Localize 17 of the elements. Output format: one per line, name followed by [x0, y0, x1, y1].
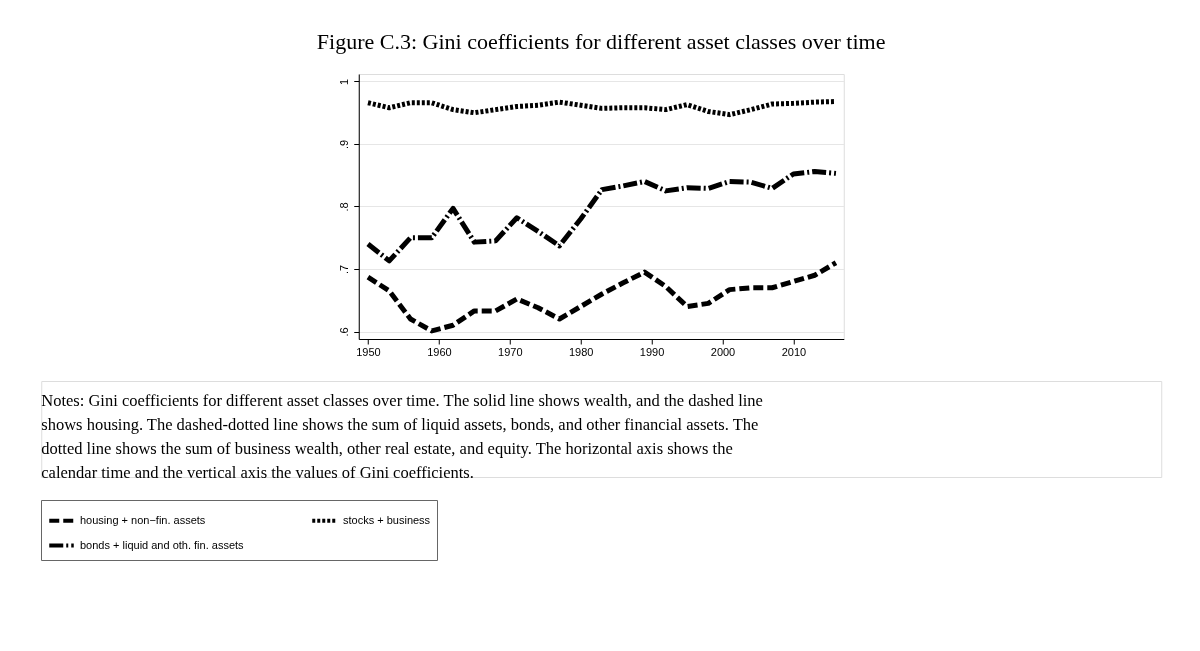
y-tick-label: .7 [338, 264, 351, 275]
text: Notes: Gini coefficients for different asset classes over time. The solid line shows wealth, and the dashed line shows housing. The dashed-dotted line shows the sum of liquid assets, bonds, and other financial assets. The dotted line shows the sum of business wealth, other real estate, and equity. The horizontal axis shows the calendar time and the vertical axis the values of Gini coefficients. [41, 391, 763, 482]
x-tick-label: 2010 [781, 345, 807, 358]
legend-label: stocks + business [343, 513, 431, 526]
x-tick-label: 1970 [498, 345, 523, 358]
x-tick-label: 1980 [568, 345, 594, 358]
y-tick-label: .6 [338, 327, 351, 337]
y-tick-label: .8 [338, 202, 351, 212]
x-tick-label: 2000 [710, 345, 736, 358]
legend-label: housing + non−fin. assets [80, 513, 206, 526]
legend-label: bonds + liquid and oth. fin. assets [80, 538, 245, 551]
chart-title: Figure C.3: Gini coefficients for different asset classes over time [316, 28, 886, 54]
x-tick-label: 1960 [427, 345, 452, 358]
x-tick-label: 1990 [639, 345, 665, 358]
x-tick-label: 1950 [356, 345, 381, 358]
y-tick-label: 1 [338, 78, 351, 86]
y-tick-label: .9 [338, 139, 351, 150]
